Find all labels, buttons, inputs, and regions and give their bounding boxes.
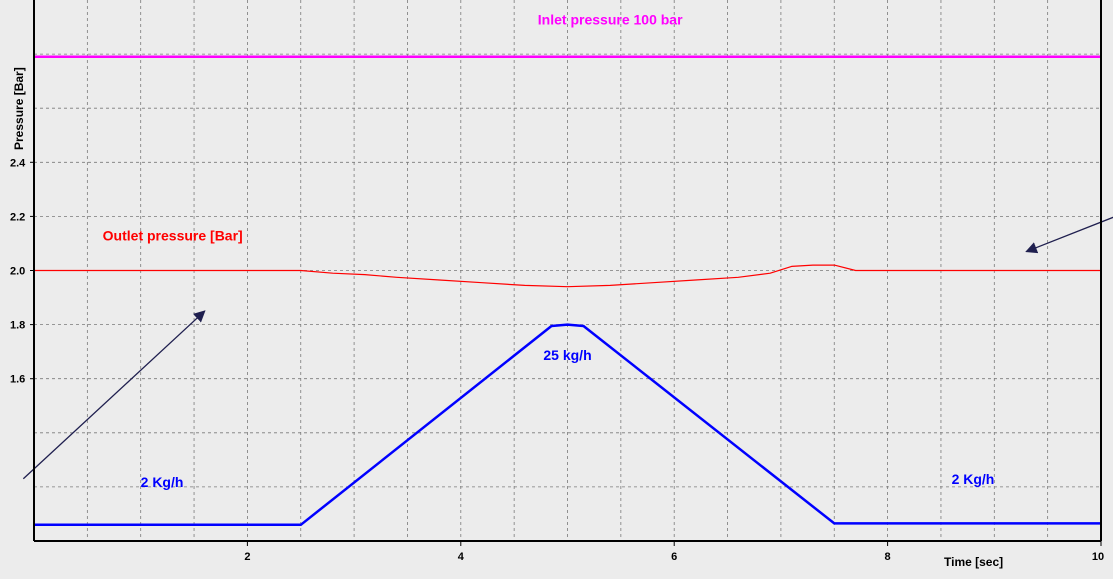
x-tick-label: 8 (885, 551, 891, 563)
y-tick-label: 2.4 (10, 157, 26, 169)
annotation-inlet-label: Inlet pressure 100 bar (538, 11, 683, 27)
annotation-arrow-1 (22, 310, 206, 480)
y-tick-label: 1.6 (10, 374, 25, 386)
annotation-left-flow-label: 2 Kg/h (141, 474, 184, 490)
annotation-peak-label: 25 kg/h (543, 347, 591, 363)
x-tick-label: 4 (458, 551, 465, 563)
y-tick-label: 1.8 (10, 320, 25, 332)
x-tick-label: 10 (1092, 551, 1104, 563)
annotation-right-flow-label: 2 Kg/h (952, 471, 995, 487)
annotation-arrow-2 (1025, 216, 1113, 254)
annotations: Inlet pressure 100 bar Outlet pressure [B… (103, 11, 995, 490)
arrow-group (22, 216, 1113, 480)
y-tick-label: 2.0 (10, 266, 25, 278)
series-line-outlet (34, 264, 1101, 288)
tick-labels: 2 4 6 8 10 1.6 1.8 2.0 2.2 2.4 (10, 157, 1104, 563)
x-tick-label: 6 (671, 551, 677, 563)
series-line-flow (34, 323, 1101, 527)
x-axis-title: Time [sec] (944, 555, 1003, 569)
x-tick-label: 2 (244, 551, 250, 563)
y-axis-title: Pressure [Bar] (12, 67, 26, 150)
series-group (34, 55, 1101, 527)
annotation-outlet-label: Outlet pressure [Bar] (103, 228, 243, 244)
y-tick-label: 2.2 (10, 211, 25, 223)
